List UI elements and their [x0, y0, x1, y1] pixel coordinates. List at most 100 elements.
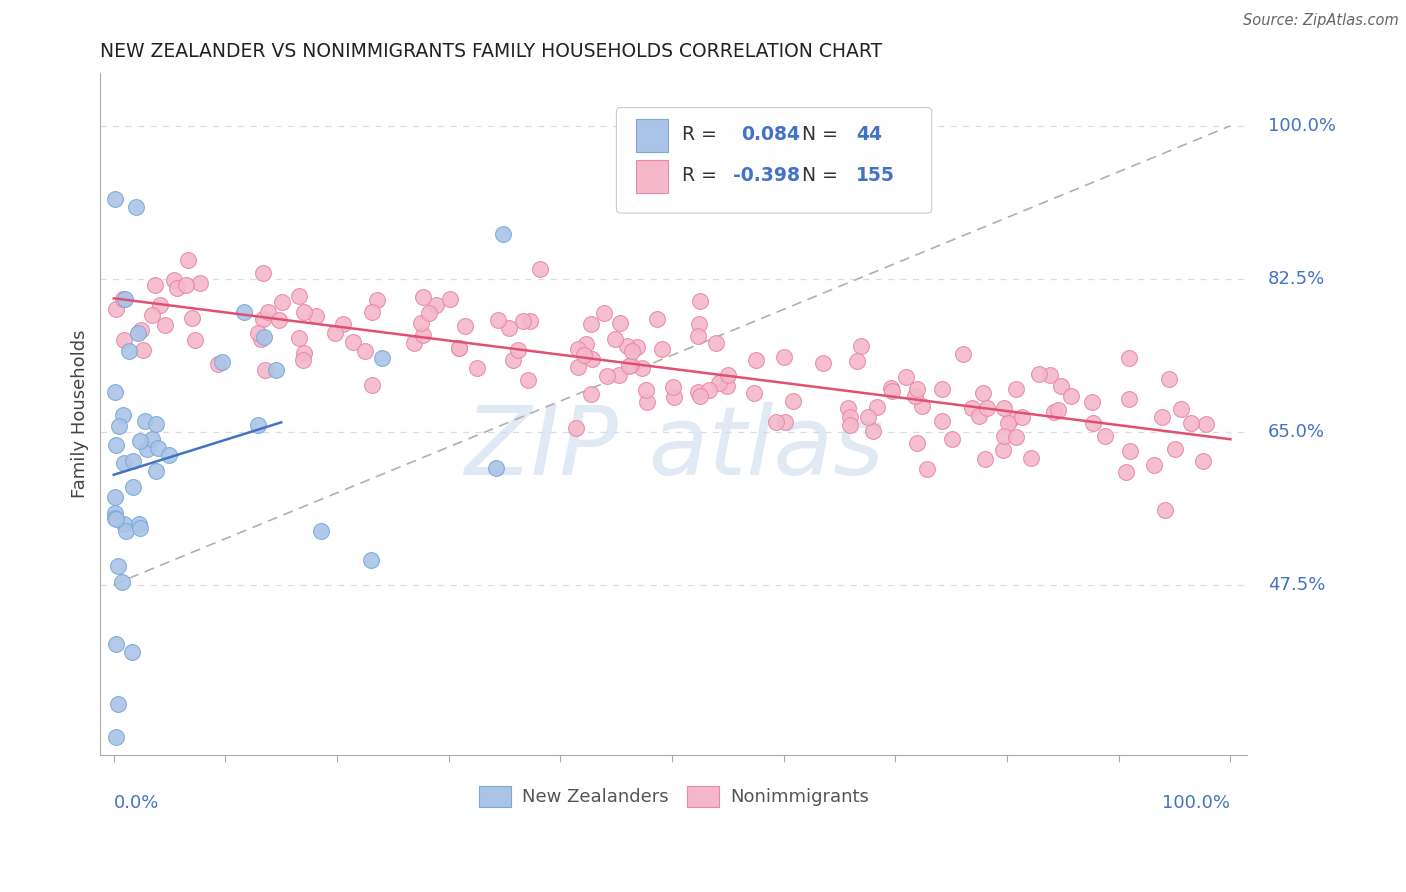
Point — [1005, 382, 1028, 396]
Point — [1180, 416, 1202, 430]
Text: R =: R = — [682, 166, 723, 186]
Point — [253, 330, 276, 344]
Point — [111, 574, 134, 589]
Bar — [636, 120, 668, 152]
Point — [603, 332, 626, 346]
Text: -0.398: -0.398 — [734, 166, 800, 186]
Point — [620, 359, 643, 373]
Point — [292, 304, 315, 318]
Point — [564, 421, 586, 435]
Point — [1115, 465, 1137, 479]
Point — [136, 442, 159, 456]
Point — [645, 311, 668, 326]
Point — [253, 363, 276, 377]
Point — [250, 332, 273, 346]
Text: NEW ZEALANDER VS NONIMMIGRANTS FAMILY HOUSEHOLDS CORRELATION CHART: NEW ZEALANDER VS NONIMMIGRANTS FAMILY HO… — [100, 42, 883, 61]
Point — [104, 385, 127, 400]
Point — [366, 293, 388, 308]
Point — [360, 552, 382, 566]
Point — [811, 356, 834, 370]
Point — [353, 344, 375, 359]
Point — [717, 368, 740, 382]
Point — [745, 353, 768, 368]
Text: Source: ZipAtlas.com: Source: ZipAtlas.com — [1243, 13, 1399, 29]
Point — [952, 347, 974, 361]
Text: 44: 44 — [856, 125, 882, 145]
Point — [128, 434, 150, 448]
Point — [1143, 458, 1166, 473]
Point — [773, 415, 796, 429]
Point — [662, 390, 685, 404]
Point — [323, 326, 346, 341]
Point — [688, 317, 710, 331]
Point — [104, 731, 127, 745]
Point — [661, 380, 683, 394]
Point — [270, 295, 292, 310]
Point — [630, 360, 652, 375]
Point — [412, 290, 434, 304]
Point — [112, 456, 135, 470]
Point — [972, 386, 994, 401]
Point — [122, 480, 145, 494]
Point — [626, 340, 648, 354]
Point — [439, 292, 461, 306]
Point — [404, 336, 426, 351]
Text: ZIP atlas: ZIP atlas — [464, 401, 883, 495]
Point — [1046, 403, 1069, 417]
Point — [1042, 405, 1064, 419]
Point — [1118, 351, 1140, 366]
Point — [1094, 429, 1116, 443]
Point — [288, 289, 311, 303]
Point — [111, 292, 134, 306]
Point — [620, 344, 643, 359]
Point — [697, 383, 720, 397]
Point — [1000, 412, 1022, 426]
Point — [292, 346, 315, 360]
Point — [107, 558, 129, 573]
Point — [931, 414, 953, 428]
Point — [704, 336, 727, 351]
Point — [1164, 442, 1187, 456]
Point — [360, 377, 382, 392]
Text: 155: 155 — [856, 166, 896, 186]
Point — [689, 388, 711, 402]
Point — [651, 343, 673, 357]
Point — [1118, 392, 1140, 406]
Point — [166, 281, 188, 295]
Point — [575, 336, 598, 351]
Point — [765, 416, 787, 430]
Point — [134, 414, 156, 428]
Point — [246, 326, 269, 341]
Point — [1005, 430, 1028, 444]
Point — [141, 432, 163, 446]
Point — [418, 306, 440, 320]
Point — [454, 319, 477, 334]
Point — [581, 387, 603, 401]
Text: 100.0%: 100.0% — [1163, 794, 1230, 813]
Point — [112, 333, 135, 347]
FancyBboxPatch shape — [616, 108, 932, 213]
Text: 0.084: 0.084 — [741, 125, 800, 145]
Point — [107, 418, 129, 433]
Point — [267, 313, 290, 327]
Point — [1191, 454, 1213, 468]
Point — [529, 262, 551, 277]
Point — [993, 429, 1015, 443]
Point — [581, 351, 603, 366]
Point — [931, 383, 953, 397]
Point — [1080, 395, 1102, 409]
Point — [157, 448, 180, 462]
Legend: New Zealanders, Nonimmigrants: New Zealanders, Nonimmigrants — [471, 779, 876, 814]
Point — [188, 276, 211, 290]
Bar — [636, 160, 668, 193]
Point — [184, 333, 207, 347]
Point — [412, 328, 434, 343]
Point — [332, 318, 354, 332]
Text: N =: N = — [803, 125, 844, 145]
Point — [264, 363, 287, 377]
Point — [141, 308, 163, 322]
Point — [112, 517, 135, 532]
Point — [291, 353, 314, 368]
Point — [146, 441, 169, 455]
Point — [125, 200, 148, 214]
